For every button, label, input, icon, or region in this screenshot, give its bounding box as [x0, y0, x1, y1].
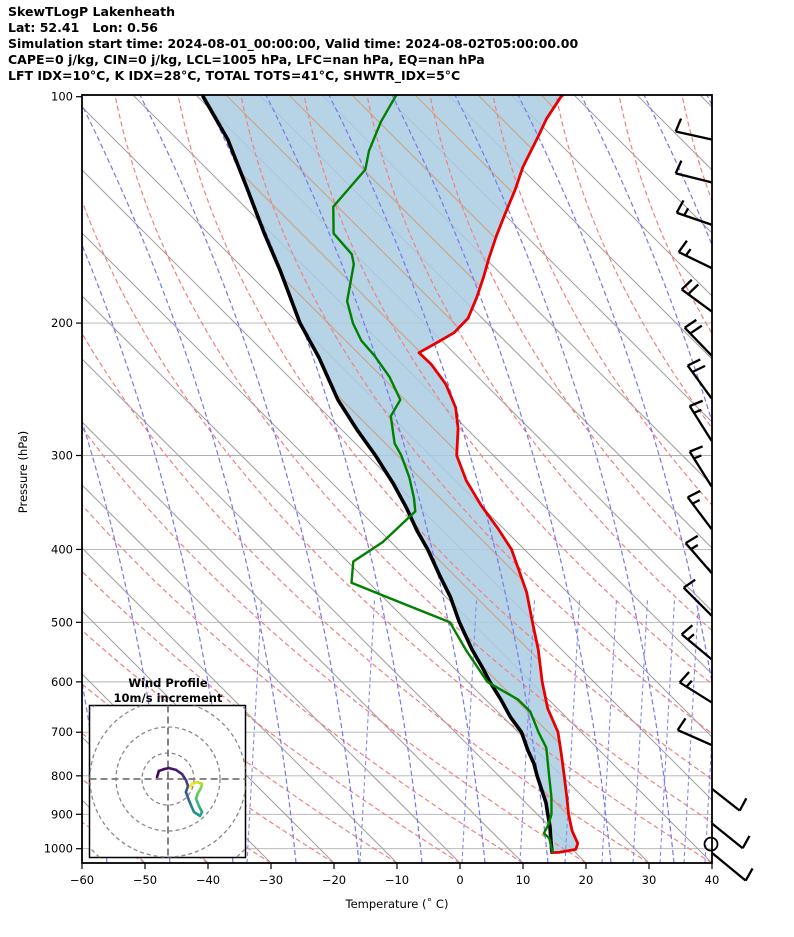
svg-text:−30: −30	[259, 873, 283, 887]
svg-text:200: 200	[51, 316, 73, 330]
svg-text:−60: −60	[70, 873, 94, 887]
svg-text:400: 400	[51, 542, 73, 556]
chart-title: SkewTLogP Lakenheath	[8, 4, 175, 19]
svg-text:300: 300	[51, 448, 73, 462]
wind-barbs	[674, 118, 754, 882]
svg-text:10: 10	[516, 873, 531, 887]
cin-shading	[202, 95, 578, 853]
svg-text:40: 40	[705, 873, 720, 887]
hodograph-title: Wind Profile	[128, 676, 208, 690]
svg-text:0: 0	[456, 873, 463, 887]
svg-text:1000: 1000	[44, 842, 73, 856]
svg-text:700: 700	[51, 725, 73, 739]
svg-text:−10: −10	[385, 873, 409, 887]
sounding-curves	[201, 95, 580, 855]
hodograph-subtitle: 10m/s increment	[114, 691, 223, 705]
svg-text:900: 900	[51, 807, 73, 821]
lat-lon-line: Lat: 52.41 Lon: 0.56	[8, 20, 158, 35]
svg-text:−20: −20	[322, 873, 346, 887]
svg-text:800: 800	[51, 769, 73, 783]
svg-text:100: 100	[51, 90, 73, 104]
svg-text:30: 30	[642, 873, 657, 887]
hodograph-inset	[88, 704, 247, 859]
cape-indices-line: CAPE=0 j/kg, CIN=0 j/kg, LCL=1005 hPa, L…	[8, 52, 485, 67]
lifted-indices-line: LFT IDX=10°C, K IDX=28°C, TOTAL TOTS=41°…	[8, 68, 461, 83]
svg-text:500: 500	[51, 615, 73, 629]
svg-text:−50: −50	[133, 873, 157, 887]
svg-text:20: 20	[579, 873, 594, 887]
sim-time-line: Simulation start time: 2024-08-01_00:00:…	[8, 36, 579, 51]
y-axis-title: Pressure (hPa)	[16, 431, 30, 514]
svg-text:600: 600	[51, 675, 73, 689]
x-axis-title: Temperature (˚ C)	[345, 896, 449, 911]
svg-text:−40: −40	[196, 873, 220, 887]
